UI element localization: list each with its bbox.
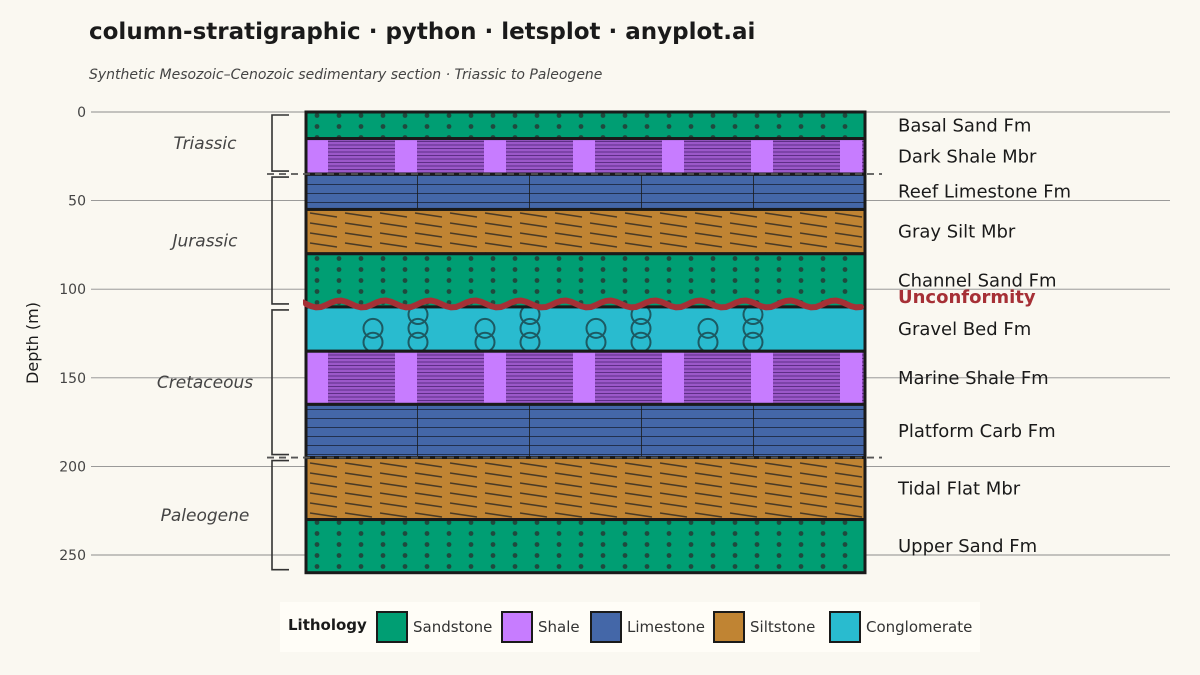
layer-label-upper-sand-fm: Upper Sand Fm — [898, 536, 1037, 557]
period-label: Jurassic — [170, 231, 239, 251]
legend-swatch-conglomerate — [829, 611, 861, 643]
layer-label-platform-carb-fm: Platform Carb Fm — [898, 421, 1056, 442]
period-bracket — [271, 114, 289, 172]
layer-fill — [306, 112, 865, 139]
layer-dark-shale-mbr — [304, 137, 867, 176]
layer-label-marine-shale-fm: Marine Shale Fm — [898, 368, 1049, 389]
layer-outline — [304, 518, 867, 575]
period-cretaceous: Cretaceous — [157, 309, 289, 456]
legend-swatch-siltstone — [713, 611, 745, 643]
y-tick-label: 250 — [59, 548, 86, 564]
layer-gravel-bed-fm — [304, 304, 867, 353]
layer-label-tidal-flat-mbr: Tidal Flat Mbr — [897, 479, 1021, 500]
period-label: Triassic — [174, 134, 238, 154]
period-bracket — [271, 459, 289, 571]
period-brackets: Triassic Jurassic Cretaceous Paleogene — [157, 114, 882, 571]
chart-subtitle: Synthetic Mesozoic–Cenozoic sedimentary … — [89, 67, 603, 83]
legend-label-conglomerate: Conglomerate — [866, 618, 973, 636]
legend-label-limestone: Limestone — [627, 618, 705, 636]
period-triassic: Triassic — [174, 114, 289, 172]
layer-label-basal-sand-fm: Basal Sand Fm — [898, 115, 1031, 136]
layer-fill — [306, 209, 865, 254]
gravel-clast — [585, 317, 607, 339]
legend-swatch-sandstone — [376, 611, 408, 643]
layer-label-dark-shale-mbr: Dark Shale Mbr — [898, 146, 1037, 167]
gravel-clast — [697, 317, 719, 339]
layer-fill — [306, 404, 865, 458]
legend-title: Lithology — [288, 616, 367, 634]
gravel-clast — [519, 317, 541, 339]
gravel-clast — [474, 317, 496, 339]
layer-reef-limestone-fm — [304, 172, 867, 211]
y-tick-label: 150 — [59, 371, 86, 387]
layer-fill — [306, 306, 865, 352]
layer-column — [304, 110, 867, 575]
layer-upper-sand-fm — [304, 518, 867, 575]
period-jurassic: Jurassic — [170, 173, 882, 305]
period-label: Paleogene — [161, 506, 250, 526]
layer-fill — [306, 253, 865, 307]
layer-labels: Basal Sand Fm Dark Shale Mbr Reef Limeston… — [897, 115, 1071, 557]
layer-fill — [306, 138, 865, 175]
period-bracket — [271, 309, 289, 456]
layer-fill — [306, 174, 865, 210]
layer-fill — [306, 457, 865, 520]
y-axis-ticks: 0 50 100 150 200 250 — [59, 105, 86, 564]
y-tick-label: 200 — [59, 459, 86, 475]
y-axis-label: Depth (m) — [23, 302, 42, 384]
stratigraphic-chart: 0 50 100 150 200 250 Depth (m) Triassic Jurass… — [23, 105, 1170, 575]
legend-swatch-shale — [501, 611, 533, 643]
unconformity-line — [303, 297, 864, 311]
legend-label-shale: Shale — [538, 618, 580, 636]
gravel-clast — [742, 317, 764, 339]
layer-platform-carb-fm — [304, 402, 867, 460]
layer-fill — [306, 351, 865, 405]
legend: Lithology Sandstone Shale Limestone Silt… — [280, 602, 980, 652]
unconformity-label: Unconformity — [898, 287, 1036, 308]
y-tick-label: 0 — [77, 105, 86, 121]
period-label: Cretaceous — [157, 373, 253, 393]
chart-title: column-stratigraphic · python · letsplot… — [89, 19, 756, 45]
layer-label-gravel-bed-fm: Gravel Bed Fm — [898, 319, 1031, 340]
legend-label-siltstone: Siltstone — [750, 618, 816, 636]
unconformity-group: Unconformity — [303, 287, 1036, 311]
layer-label-channel-sand-fm: Channel Sand Fm — [898, 270, 1057, 291]
period-bracket — [271, 176, 289, 305]
y-tick-label: 100 — [59, 282, 86, 298]
layer-tidal-flat-mbr — [304, 456, 867, 522]
legend-label-sandstone: Sandstone — [413, 618, 493, 636]
y-tick-label: 50 — [68, 194, 86, 210]
gravel-clast — [407, 317, 429, 339]
period-paleogene: Paleogene — [161, 456, 882, 571]
layer-gray-silt-mbr — [304, 207, 867, 256]
layer-fill — [306, 519, 865, 573]
gravel-clast — [362, 317, 384, 339]
layer-marine-shale-fm — [304, 349, 867, 406]
gravel-clast — [630, 317, 652, 339]
layer-label-gray-silt-mbr: Gray Silt Mbr — [898, 222, 1016, 243]
legend-swatch-limestone — [590, 611, 622, 643]
layer-label-reef-limestone-fm: Reef Limestone Fm — [898, 182, 1071, 203]
layer-basal-sand-fm — [304, 110, 867, 141]
